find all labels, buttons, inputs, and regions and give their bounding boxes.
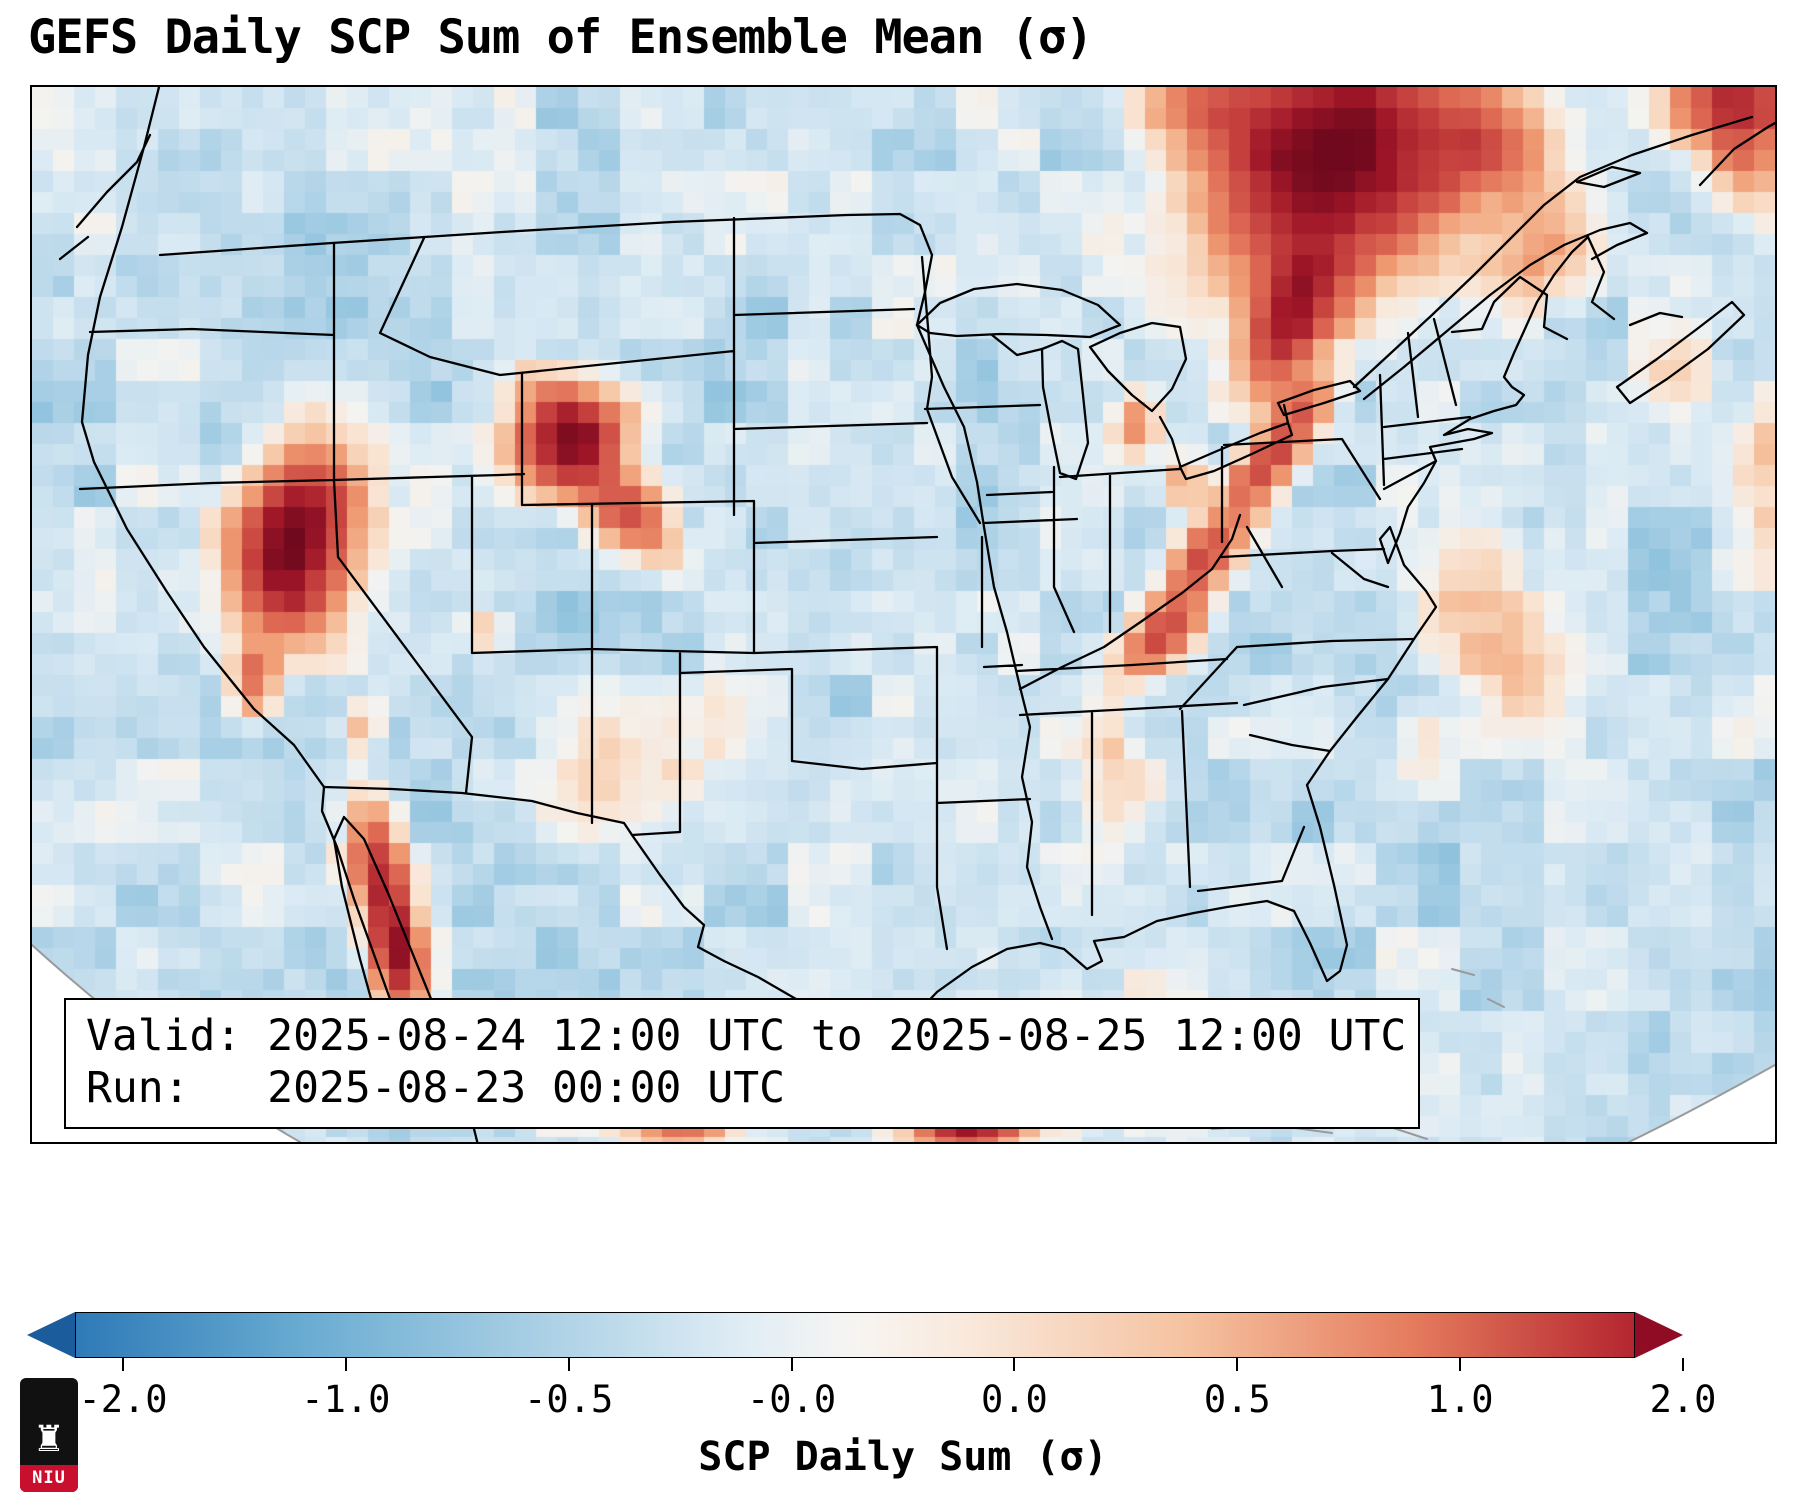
map-panel: Valid: 2025-08-24 12:00 UTC to 2025-08-2… — [30, 85, 1777, 1144]
colorbar-bar — [75, 1312, 1635, 1358]
colorbar-tick-label: -0.0 — [747, 1378, 837, 1421]
colorbar-ticks: -2.0 -1.0 -0.5 -0.0 0.0 0.5 1.0 2.0 — [78, 1378, 1716, 1422]
great-lakes-path — [915, 282, 1362, 481]
validity-info-box: Valid: 2025-08-24 12:00 UTC to 2025-08-2… — [64, 998, 1420, 1129]
geography-overlay — [32, 87, 1775, 1142]
colorbar-tickmark — [1236, 1358, 1239, 1371]
colorbar-tick-label: -2.0 — [78, 1378, 168, 1421]
niu-logo-text: NIU — [20, 1465, 78, 1492]
colorbar-tickmark — [1013, 1358, 1016, 1371]
colorbar-tip-right — [1635, 1312, 1683, 1358]
niu-logo: ♜ NIU — [20, 1378, 78, 1492]
run-time-text: Run: 2025-08-23 00:00 UTC — [86, 1063, 785, 1114]
coastline-path — [58, 87, 1775, 1142]
colorbar-tickmark — [790, 1358, 793, 1371]
colorbar-tickmark — [1459, 1358, 1462, 1371]
state-borders-path — [78, 216, 1472, 951]
colorbar-tickmark — [1682, 1358, 1684, 1371]
colorbar-tickmark — [122, 1358, 124, 1371]
colorbar-tick-label: 1.0 — [1426, 1378, 1494, 1421]
scp-field-canvas — [32, 87, 1775, 1142]
colorbar-tick-label: 0.0 — [981, 1378, 1048, 1421]
castle-icon: ♜ — [35, 1411, 63, 1462]
colorbar-tickmark — [344, 1358, 347, 1371]
colorbar-tip-left — [27, 1312, 75, 1358]
colorbar-tick-label: 2.0 — [1649, 1378, 1717, 1421]
page-title: GEFS Daily SCP Sum of Ensemble Mean (σ) — [28, 10, 1094, 65]
colorbar-tick-label: -1.0 — [301, 1378, 391, 1421]
colorbar-tickmarks — [122, 1358, 1684, 1372]
colorbar-tickmark — [567, 1358, 570, 1371]
colorbar-axis-label: SCP Daily Sum (σ) — [698, 1434, 1108, 1480]
valid-time-text: Valid: 2025-08-24 12:00 UTC to 2025-08-2… — [86, 1011, 1407, 1061]
colorbar-tick-label: 0.5 — [1203, 1378, 1271, 1421]
colorbar-tick-label: -0.5 — [524, 1378, 614, 1421]
